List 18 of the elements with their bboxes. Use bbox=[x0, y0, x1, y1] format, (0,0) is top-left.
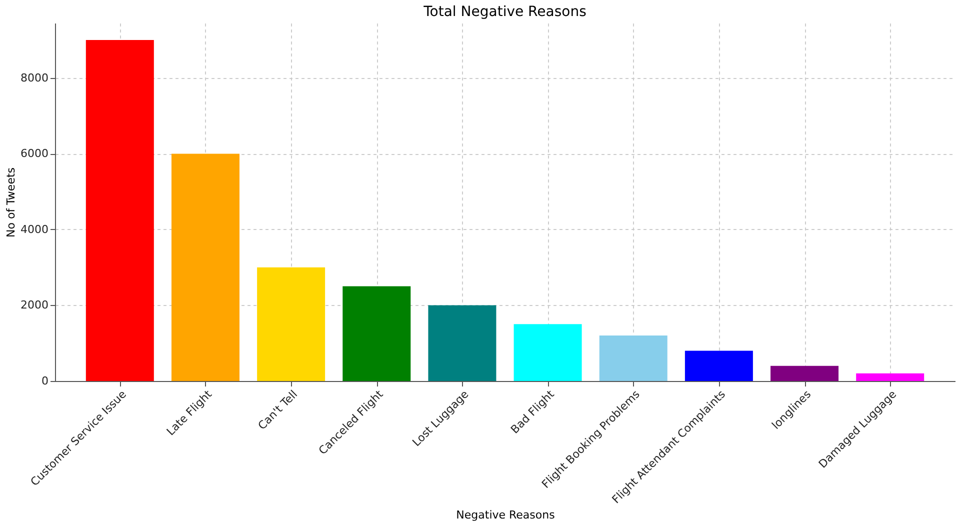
bar bbox=[514, 324, 582, 381]
y-tick-label: 8000 bbox=[20, 71, 48, 84]
bar bbox=[770, 366, 839, 381]
y-tick-label: 4000 bbox=[20, 222, 48, 236]
bar bbox=[342, 286, 411, 381]
bar bbox=[171, 154, 240, 381]
y-tick-label: 6000 bbox=[20, 147, 48, 160]
bar bbox=[684, 350, 753, 381]
bar bbox=[428, 305, 496, 381]
y-axis-title: No of Tweets bbox=[4, 167, 18, 238]
bar bbox=[86, 40, 154, 381]
x-axis-title: Negative Reasons bbox=[456, 508, 556, 522]
y-tick-label: 2000 bbox=[20, 298, 48, 312]
chart-title: Total Negative Reasons bbox=[422, 4, 586, 20]
bar bbox=[257, 267, 326, 381]
y-tick-label: 0 bbox=[42, 374, 48, 388]
bar bbox=[599, 336, 668, 381]
bar bbox=[856, 373, 924, 381]
